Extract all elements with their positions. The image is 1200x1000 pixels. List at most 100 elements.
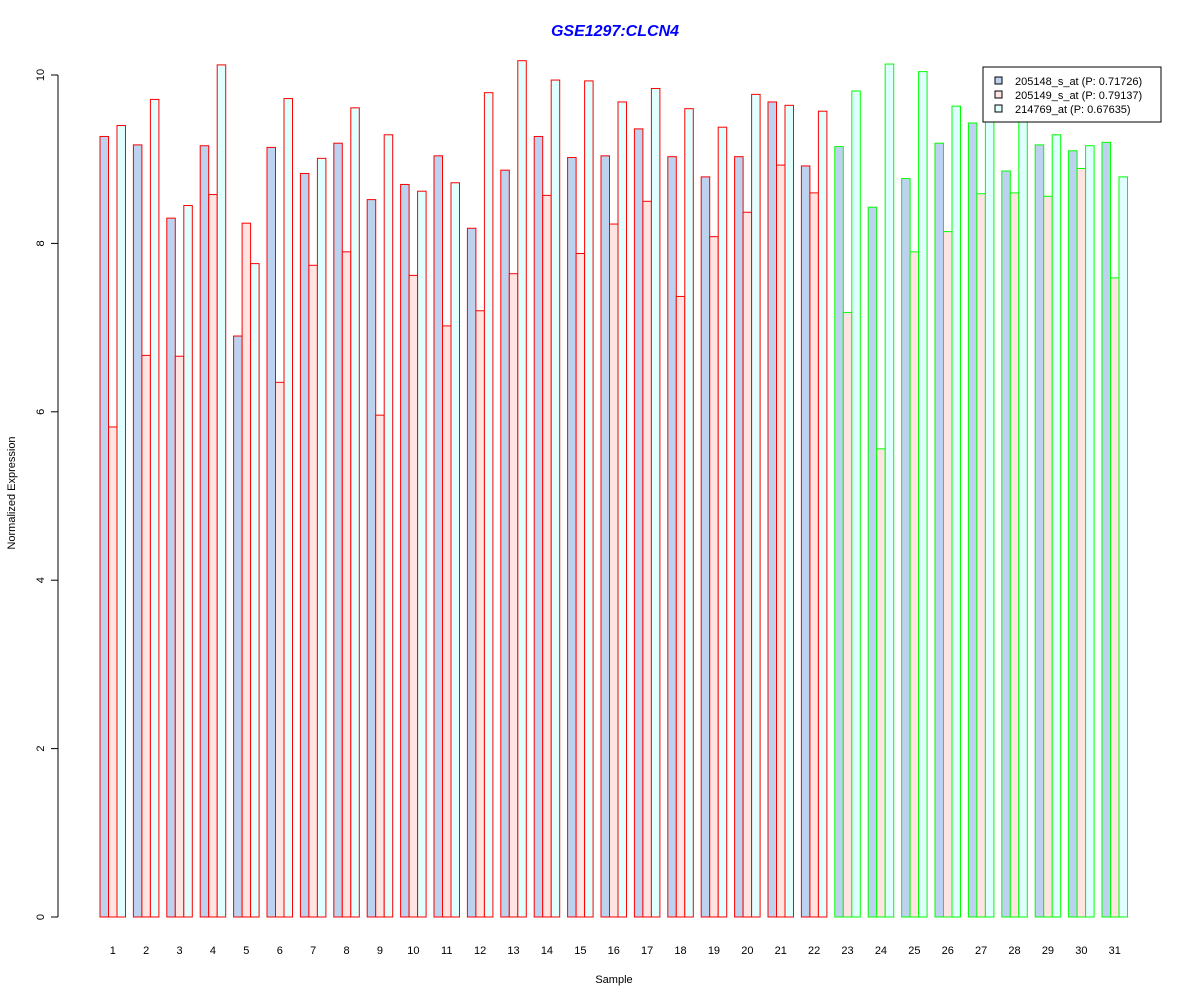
bar-sample-14-series-1 <box>533 135 544 918</box>
x-tick-label: 8 <box>343 945 349 957</box>
bar-sample-21-series-1 <box>767 101 777 918</box>
bar-sample-30-series-1 <box>1068 150 1078 918</box>
bar-sample-3-series-1 <box>166 217 176 918</box>
bar-sample-27-series-3 <box>984 98 995 918</box>
bar-sample-19-series-2 <box>709 236 719 918</box>
x-tick-label: 29 <box>1042 945 1054 957</box>
x-tick-label: 14 <box>541 945 553 957</box>
bar-sample-9-series-3 <box>383 134 394 918</box>
bar-sample-21-series-3 <box>784 104 794 918</box>
bar-sample-24-series-2 <box>876 448 886 918</box>
bar-sample-17-series-3 <box>650 87 661 918</box>
x-tick-label: 4 <box>210 945 216 957</box>
bar-sample-20-series-1 <box>734 156 744 918</box>
bar-sample-6-series-1 <box>266 146 276 918</box>
y-tick-label: 2 <box>35 746 47 752</box>
bar-sample-27-series-1 <box>967 122 978 918</box>
bar-sample-25-series-2 <box>909 251 920 918</box>
bar-sample-21-series-2 <box>776 164 786 918</box>
y-tick-label: 10 <box>35 69 47 81</box>
bar-sample-15-series-1 <box>567 157 577 918</box>
bar-sample-24-series-1 <box>867 206 878 918</box>
bar-sample-29-series-3 <box>1051 134 1062 918</box>
x-tick-label: 20 <box>741 945 753 957</box>
bar-sample-13-series-3 <box>517 60 527 918</box>
bar-sample-29-series-1 <box>1034 144 1045 918</box>
bar-sample-10-series-3 <box>417 190 427 918</box>
bar-sample-15-series-2 <box>575 253 586 918</box>
x-tick-label: 12 <box>474 945 486 957</box>
legend-label: 205149_s_at (P: 0.79137) <box>1015 90 1142 102</box>
x-tick-label: 3 <box>176 945 182 957</box>
bar-sample-1-series-3 <box>116 125 126 918</box>
y-axis-label: Normalized Expression <box>6 436 18 549</box>
bar-sample-17-series-1 <box>633 128 644 918</box>
bar-sample-10-series-2 <box>408 274 419 918</box>
bar-sample-2-series-1 <box>132 144 143 918</box>
x-tick-label: 27 <box>975 945 987 957</box>
bar-sample-18-series-2 <box>675 295 686 918</box>
bar-sample-29-series-2 <box>1043 195 1053 918</box>
y-tick-label: 0 <box>35 914 47 920</box>
x-tick-label: 9 <box>377 945 383 957</box>
x-axis-label: Sample <box>595 974 632 986</box>
x-tick-label: 5 <box>243 945 249 957</box>
x-tick-label: 15 <box>574 945 586 957</box>
bar-sample-28-series-1 <box>1001 170 1011 918</box>
bar-sample-13-series-1 <box>500 169 510 918</box>
bar-sample-17-series-2 <box>642 200 652 918</box>
x-tick-label: 22 <box>808 945 820 957</box>
bar-sample-31-series-3 <box>1118 176 1128 918</box>
chart-title: GSE1297:CLCN4 <box>551 23 679 40</box>
bar-sample-12-series-1 <box>466 227 477 918</box>
bar-sample-24-series-3 <box>884 63 895 918</box>
bar-sample-27-series-2 <box>976 193 986 918</box>
bar-sample-28-series-2 <box>1009 192 1020 918</box>
legend: 205148_s_at (P: 0.71726) 205149_s_at (P: … <box>982 66 1162 123</box>
bar-sample-6-series-3 <box>283 98 293 918</box>
x-tick-labels: 1 2 3 4 5 6 7 8 9 10 11 12 13 14 15 16 17 18 19 20 21 22 23 24 2… <box>110 945 1121 957</box>
bar-sample-5-series-1 <box>233 335 243 918</box>
bar-sample-4-series-1 <box>199 145 210 918</box>
bar-sample-7-series-1 <box>299 173 310 918</box>
bar-sample-11-series-2 <box>442 325 452 918</box>
bar-sample-2-series-3 <box>149 98 160 918</box>
bar-sample-18-series-3 <box>684 108 694 918</box>
x-tick-label: 25 <box>908 945 920 957</box>
bar-sample-20-series-3 <box>751 93 761 918</box>
bar-sample-8-series-3 <box>350 107 360 918</box>
x-tick-label: 1 <box>110 945 116 957</box>
bar-sample-22-series-1 <box>800 165 811 918</box>
bar-sample-22-series-3 <box>817 110 828 918</box>
bar-sample-16-series-1 <box>600 155 610 918</box>
bar-sample-11-series-1 <box>433 155 443 918</box>
x-tick-label: 7 <box>310 945 316 957</box>
x-tick-label: 2 <box>143 945 149 957</box>
bar-sample-26-series-1 <box>934 142 944 918</box>
x-tick-label: 11 <box>441 945 452 957</box>
x-tick-label: 17 <box>641 945 653 957</box>
bar-sample-9-series-2 <box>375 414 385 918</box>
x-tick-label: 31 <box>1109 945 1121 957</box>
bar-sample-16-series-3 <box>617 101 627 918</box>
bar-sample-4-series-3 <box>216 64 227 918</box>
bar-sample-4-series-2 <box>208 194 218 918</box>
bar-sample-23-series-2 <box>842 311 853 918</box>
bar-sample-30-series-3 <box>1085 145 1095 918</box>
bar-sample-18-series-1 <box>667 156 677 918</box>
bar-sample-3-series-3 <box>183 205 193 918</box>
bar-sample-31-series-1 <box>1101 141 1111 918</box>
bar-sample-1-series-2 <box>108 426 118 918</box>
x-tick-label: 28 <box>1008 945 1020 957</box>
bar-sample-23-series-1 <box>834 146 844 918</box>
x-tick-label: 23 <box>841 945 853 957</box>
bar-sample-7-series-2 <box>308 264 318 918</box>
bar-sample-20-series-2 <box>742 211 753 918</box>
bar-sample-2-series-2 <box>141 354 151 918</box>
legend-swatch <box>994 104 1003 113</box>
bar-sample-12-series-2 <box>475 310 485 918</box>
bars-layer <box>99 60 1128 918</box>
bar-sample-6-series-2 <box>275 381 285 918</box>
bar-sample-23-series-3 <box>851 90 861 918</box>
legend-box <box>982 66 1162 123</box>
